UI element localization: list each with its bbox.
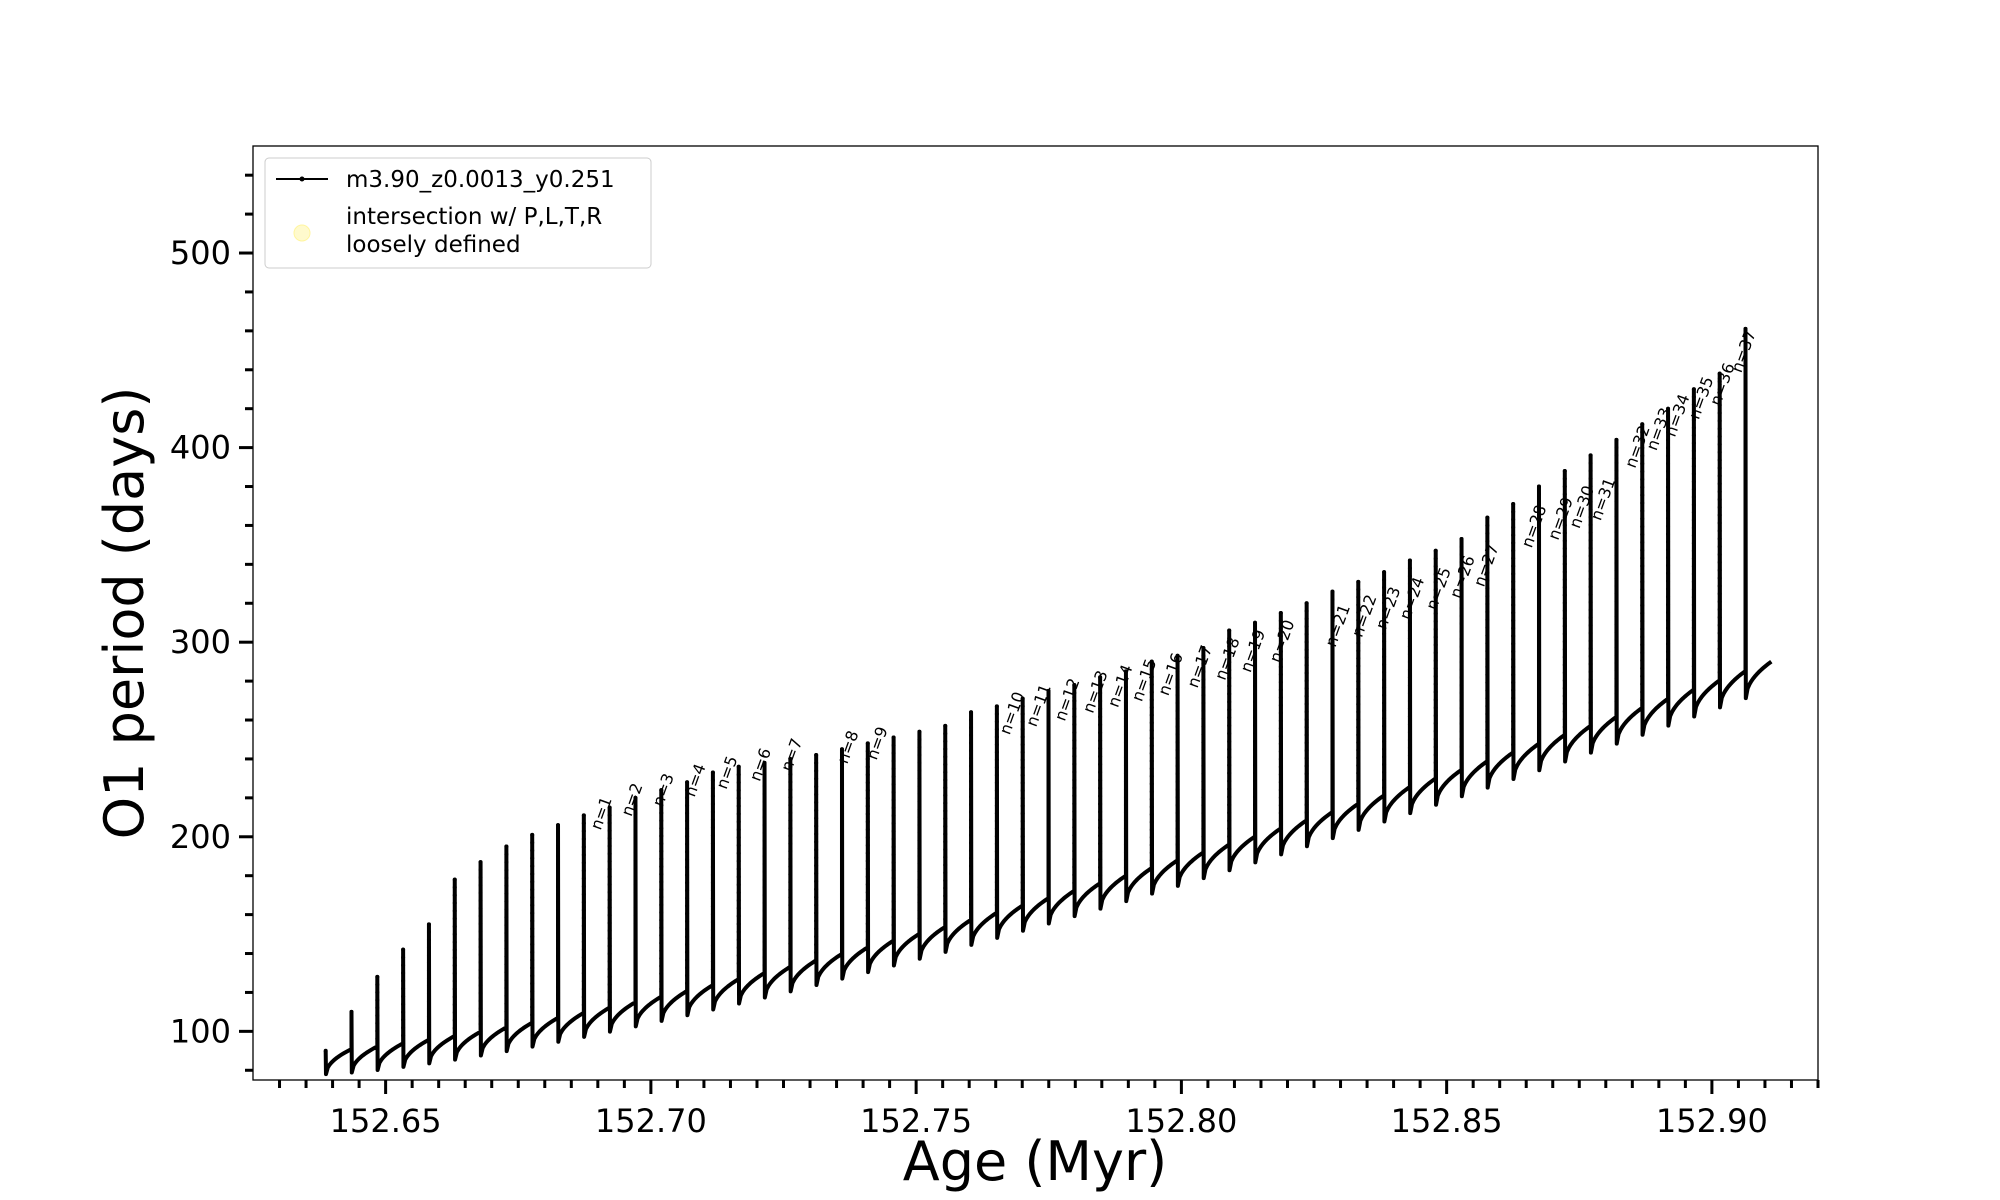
legend-dot-swatch	[299, 176, 305, 182]
y-axis-label: O1 period (days)	[93, 387, 156, 840]
annotation-label: n=17	[1183, 643, 1216, 691]
tick-group: 152.65 152.70 152.75 152.80 152.85 152.90 100 2…	[170, 173, 1820, 1140]
y-tick-label: 300	[170, 623, 231, 661]
plot-frame	[252, 145, 1819, 1081]
series-layer	[323, 326, 1773, 1077]
annotation-label: n=8	[833, 728, 862, 766]
annotation-label: n=3	[648, 771, 677, 809]
x-tick-label: 152.70	[595, 1102, 707, 1140]
annotation-label: n=28	[1517, 502, 1550, 550]
annotation-label: n=37	[1727, 327, 1760, 375]
x-axis-label: Age (Myr)	[903, 1130, 1168, 1193]
y-tick-label: 400	[170, 429, 231, 467]
annotation-label: n=12	[1051, 676, 1084, 724]
y-tick-label: 500	[170, 234, 231, 272]
series-line	[323, 326, 1773, 1077]
annotation-label: n=19	[1236, 627, 1269, 675]
x-tick-label: 152.85	[1391, 1102, 1503, 1140]
annotation-label: n=6	[746, 745, 775, 783]
annotation-label: n=4	[680, 761, 709, 799]
legend-intersection-marker	[293, 224, 311, 242]
legend-entry-model: m3.90_z0.0013_y0.251	[346, 167, 615, 193]
annotation-label: n=9	[862, 724, 891, 762]
legend-box	[264, 157, 652, 269]
x-tick-label: 152.80	[1125, 1102, 1237, 1140]
x-tick-label: 152.90	[1656, 1102, 1768, 1140]
annotation-label: n=16	[1154, 650, 1187, 698]
y-tick-label: 100	[170, 1012, 231, 1050]
annotation-label: n=2	[617, 780, 646, 818]
x-tick-label: 152.75	[860, 1102, 972, 1140]
legend: m3.90_z0.0013_y0.251 intersection w/ P,L…	[264, 157, 652, 269]
annotation-label: n=7	[777, 736, 806, 774]
annotation-label: n=15	[1128, 656, 1161, 704]
annotation-label: n=13	[1079, 668, 1112, 716]
legend-entry-intersection: intersection w/ P,L,T,R	[346, 204, 602, 230]
legend-entry-intersection-line2: loosely defined	[346, 232, 521, 258]
annotation-label: n=21	[1321, 602, 1354, 650]
annotation-label: n=20	[1265, 617, 1298, 665]
x-tick-label: 152.65	[330, 1102, 442, 1140]
annotation-layer: n=1 n=2 n=3 n=4 n=5 n=6 n=7 n=8 n=9n=10n=11n=12n…	[586, 327, 1759, 832]
y-tick-label: 200	[170, 818, 231, 856]
